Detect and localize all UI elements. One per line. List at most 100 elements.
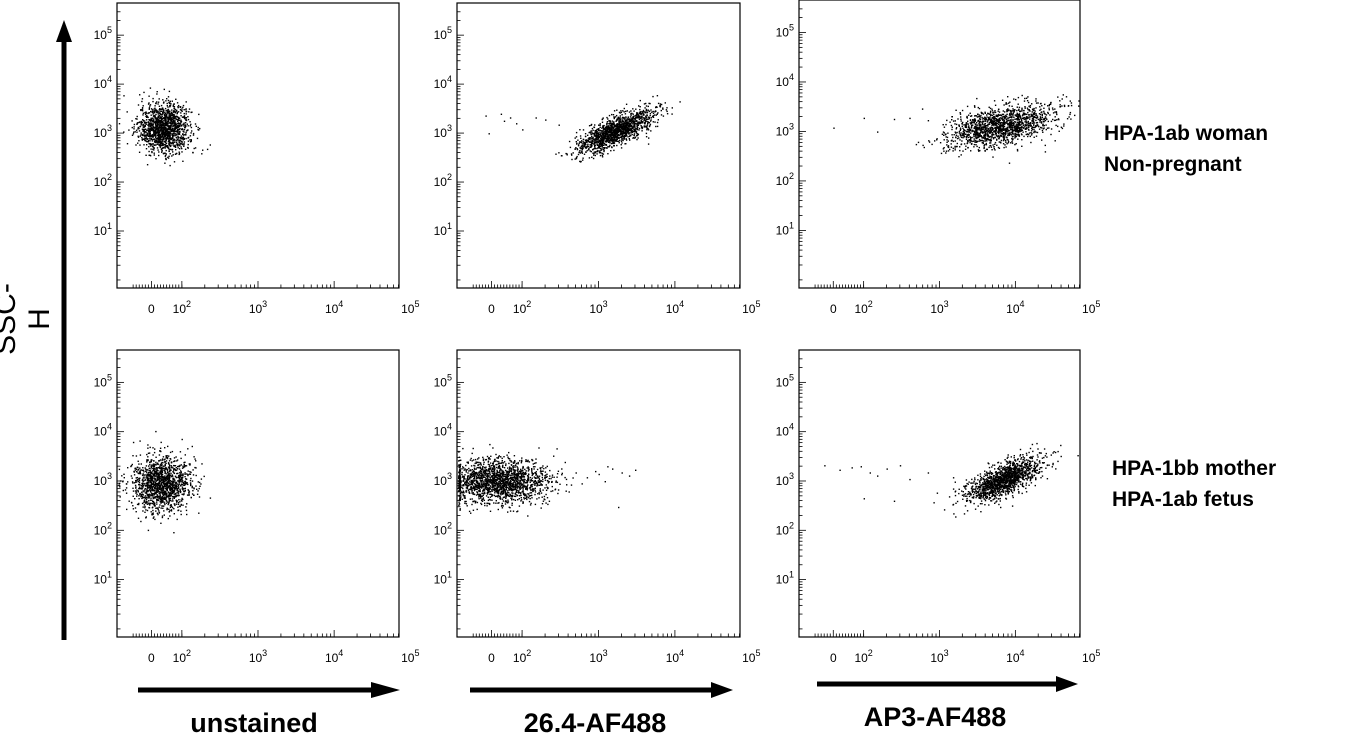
data-point: [133, 128, 135, 130]
data-point: [1040, 118, 1042, 121]
data-point: [961, 140, 963, 142]
data-point: [1035, 131, 1037, 133]
data-point: [588, 131, 590, 134]
data-point: [642, 122, 644, 124]
data-point: [652, 121, 654, 123]
data-point: [173, 135, 175, 137]
data-point: [928, 141, 931, 143]
data-point: [968, 126, 970, 129]
data-point: [137, 135, 139, 137]
data-point: [1028, 110, 1030, 112]
data-point: [996, 120, 999, 122]
data-point: [610, 125, 613, 127]
data-point: [1035, 102, 1038, 104]
data-point: [976, 126, 979, 129]
data-point: [141, 121, 144, 124]
data-point: [183, 131, 185, 133]
data-point: [572, 152, 574, 154]
data-point: [157, 131, 159, 133]
data-point: [945, 152, 947, 154]
data-point: [165, 456, 168, 458]
data-point: [159, 127, 161, 129]
data-point: [1045, 114, 1048, 116]
data-point: [1055, 111, 1058, 113]
data-point: [161, 129, 163, 131]
data-point: [613, 110, 616, 112]
data-point: [989, 135, 991, 138]
data-point: [654, 110, 657, 112]
data-point: [1029, 106, 1031, 108]
data-point: [177, 145, 179, 147]
data-point: [177, 493, 180, 495]
data-point: [645, 132, 648, 135]
data-point: [592, 139, 594, 141]
data-point: [1032, 117, 1034, 119]
data-point: [156, 483, 158, 485]
data-point: [165, 154, 167, 157]
data-points: [833, 94, 1080, 164]
data-point: [974, 123, 977, 125]
data-point: [152, 120, 154, 123]
data-point: [155, 102, 157, 105]
data-point: [653, 114, 656, 116]
data-point: [1017, 138, 1019, 140]
data-point: [148, 135, 150, 137]
data-point: [996, 125, 998, 127]
data-point: [165, 114, 167, 116]
data-point: [172, 119, 175, 122]
data-point: [191, 111, 193, 113]
data-point: [1022, 117, 1025, 119]
data-point: [159, 116, 161, 118]
data-point: [182, 139, 184, 141]
data-point: [147, 139, 150, 142]
data-point: [977, 133, 979, 135]
data-point: [167, 127, 169, 130]
data-point: [585, 140, 588, 142]
data-point: [1023, 118, 1025, 121]
data-point: [142, 119, 145, 122]
data-point: [180, 109, 183, 112]
data-point: [980, 135, 982, 137]
data-point: [182, 134, 185, 136]
data-point: [1015, 136, 1017, 138]
data-point: [172, 120, 174, 122]
data-point: [1015, 98, 1017, 101]
data-point: [610, 137, 612, 139]
data-point: [148, 95, 150, 97]
data-point: [975, 141, 977, 143]
data-point: [1029, 123, 1031, 125]
data-point: [185, 133, 187, 135]
data-point: [143, 135, 145, 137]
data-point: [1035, 100, 1037, 102]
data-point: [972, 121, 974, 124]
data-point: [156, 117, 159, 119]
data-point: [609, 128, 611, 131]
data-point: [141, 136, 143, 139]
data-point: [652, 116, 655, 118]
data-point: [946, 119, 948, 122]
data-point: [956, 142, 958, 145]
data-point: [605, 132, 608, 135]
data-point: [1006, 143, 1008, 145]
data-point: [601, 152, 603, 155]
data-point: [640, 125, 642, 127]
data-point: [176, 143, 178, 145]
data-point: [982, 136, 985, 138]
data-point: [176, 518, 178, 521]
data-point: [624, 135, 626, 137]
data-point: [983, 129, 985, 131]
data-point: [140, 520, 142, 523]
data-point: [609, 122, 611, 125]
data-point: [607, 131, 610, 133]
data-point: [1006, 122, 1009, 124]
data-point: [152, 119, 155, 121]
data-point: [1052, 112, 1055, 114]
data-point: [173, 469, 175, 471]
data-point: [988, 119, 990, 121]
data-point: [566, 154, 568, 156]
data-point: [623, 135, 625, 137]
data-point: [644, 122, 646, 125]
data-point: [645, 116, 647, 118]
data-point: [611, 140, 613, 143]
data-point: [983, 140, 985, 142]
